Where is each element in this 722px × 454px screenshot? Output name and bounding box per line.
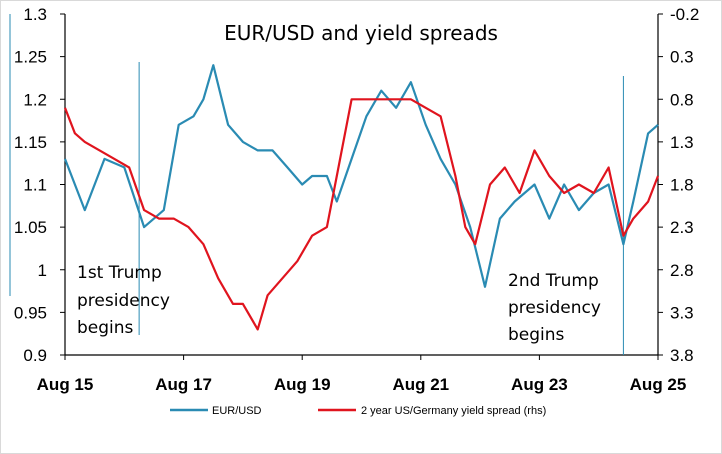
left-tick-label: 1.2 [23,90,47,109]
annotation-2-line-1: 2nd Trump [508,271,599,291]
chart-title: EUR/USD and yield spreads [224,21,498,45]
left-axis-ticks: 1.3 1.25 1.2 1.15 1.1 1.05 1 0.95 0.9 [14,5,65,365]
annotation-2-line-3: begins [508,325,565,345]
x-tick-label: Aug 15 [37,375,94,394]
right-tick-label: 1.3 [670,133,694,152]
left-tick-label: 1.3 [23,5,47,24]
right-tick-label: 2.8 [670,261,694,280]
series-line-yield-spread [63,98,660,331]
left-tick-label: 1.1 [23,176,47,195]
annotation-1: 1st Trump presidency begins [77,263,170,338]
legend-label-eurusd: EUR/USD [212,405,262,417]
series-line-eurusd [63,64,659,288]
x-axis-ticks: Aug 15 Aug 17 Aug 19 Aug 21 Aug 23 Aug 25 [37,355,687,394]
x-tick-label: Aug 25 [630,375,687,394]
annotation-1-line-1: 1st Trump [77,263,162,283]
annotation-1-line-2: presidency [77,291,170,311]
right-tick-label: 3.3 [670,303,694,322]
left-tick-label: 0.9 [23,346,47,365]
annotation-2-line-2: presidency [508,298,601,318]
right-tick-label: -0.2 [670,5,699,24]
right-tick-label: 0.8 [670,90,694,109]
left-tick-label: 1.15 [14,133,47,152]
right-tick-label: 0.3 [670,48,694,67]
x-tick-label: Aug 17 [155,375,212,394]
right-tick-label: 2.3 [670,218,694,237]
right-axis-ticks: -0.2 0.3 0.8 1.3 1.8 2.3 2.8 3.3 3.8 [658,5,699,365]
left-tick-label: 1.25 [14,48,47,67]
annotation-1-line-3: begins [77,318,134,338]
x-tick-label: Aug 23 [511,375,568,394]
legend-label-spread: 2 year US/Germany yield spread (rhs) [361,405,546,417]
left-tick-label: 1 [38,261,47,280]
left-tick-label: 1.05 [14,218,47,237]
right-tick-label: 1.8 [670,176,694,195]
right-tick-label: 3.8 [670,346,694,365]
x-tick-label: Aug 19 [274,375,331,394]
annotation-2: 2nd Trump presidency begins [508,271,601,345]
x-tick-label: Aug 21 [392,375,449,394]
series-layer [63,64,660,331]
legend: EUR/USD 2 year US/Germany yield spread (… [170,405,546,417]
left-tick-label: 0.95 [14,303,47,322]
